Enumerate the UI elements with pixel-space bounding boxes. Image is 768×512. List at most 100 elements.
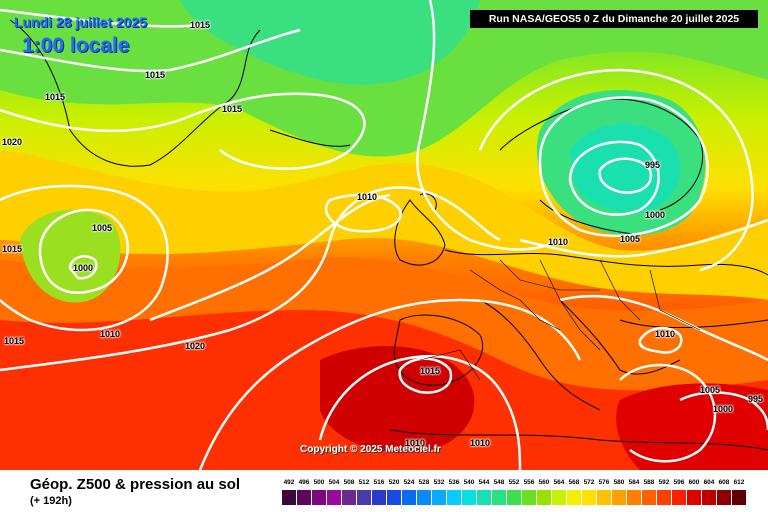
isobar-label: 1020 [2,137,23,147]
scale-label: 576 [598,479,610,486]
scale-label: 504 [328,479,340,486]
scale-swatch [612,490,626,505]
scale-label: 568 [568,479,580,486]
scale-label: 512 [358,479,370,486]
scale-swatch [567,490,581,505]
scale-swatch [357,490,371,505]
scale-label: 536 [448,479,460,486]
scale-swatch [477,490,491,505]
borders [419,259,701,381]
isobar-label: 1015 [45,92,66,102]
color-scale: 492 496 500 504 508 512 516 520 524 528 532 536 540 5… [282,479,752,507]
scale-swatch [537,490,551,505]
z500-heat-east [616,383,768,470]
scale-swatch [327,490,341,505]
isobar-label: 1005 [700,385,721,395]
scale-label: 492 [283,479,295,486]
scale-label: 580 [613,479,625,486]
isobar-label: 1010 [548,237,569,247]
isobar-label: 1015 [145,70,166,80]
isobar-label: 1020 [185,341,206,351]
scale-swatch [387,490,401,505]
scale-label: 548 [493,479,505,486]
scale-label: 544 [478,479,490,486]
scale-label: 604 [703,479,715,486]
isobar-label: 995 [748,394,764,404]
scale-label: 524 [403,479,415,486]
map-canvas [0,0,768,471]
isobar-label: 1015 [190,20,211,30]
scale-label: 556 [523,479,535,486]
isobar-label: 1010 [357,192,378,202]
scale-swatch [522,490,536,505]
weather-map: Lundi 28 juillet 2025 1:00 locale Run NA… [0,0,768,471]
coastlines [9,19,768,451]
scale-swatch [597,490,611,505]
scale-swatch [402,490,416,505]
isobar-label: 1010 [100,329,121,339]
scale-label: 528 [418,479,430,486]
scale-swatch [432,490,446,505]
scale-swatch [717,490,731,505]
map-footer: Géop. Z500 & pression au sol (+ 192h) 49… [0,470,768,512]
z500-band-yellow [0,150,768,300]
isobar-label: 1000 [73,263,94,273]
scale-swatch [447,490,461,505]
copyright-text: Copyright © 2025 Meteociel.fr [300,444,441,455]
forecast-time: 1:00 locale [22,34,130,57]
scale-label: 608 [718,479,730,486]
isobar-label: 1005 [620,234,641,244]
scale-swatch [702,490,716,505]
isobar-label: 1000 [645,210,666,220]
scale-label: 596 [673,479,685,486]
z500-heat-core [320,346,475,453]
scale-swatch [552,490,566,505]
scale-label: 564 [553,479,565,486]
scale-swatch [732,490,746,505]
chart-subtitle: (+ 192h) [30,495,72,507]
scale-label: 560 [538,479,550,486]
scale-swatch [657,490,671,505]
scale-swatch [282,490,296,505]
scale-label: 612 [733,479,745,486]
scale-label: 516 [373,479,385,486]
scale-label: 584 [628,479,640,486]
scale-swatch [492,490,506,505]
scale-label: 588 [643,479,655,486]
isobar-label: 995 [645,160,661,170]
forecast-date: Lundi 28 juillet 2025 [14,14,148,30]
isobar-label: 1010 [655,329,676,339]
scale-swatch [627,490,641,505]
isobar-label: 1005 [92,223,113,233]
scale-swatch [312,490,326,505]
scale-swatch [642,490,656,505]
scale-swatch [297,490,311,505]
scale-label: 496 [298,479,310,486]
scale-label: 520 [388,479,400,486]
scale-swatch [507,490,521,505]
chart-title: Géop. Z500 & pression au sol [30,476,241,493]
isobars [0,0,768,470]
isobar-label: 1010 [405,438,426,448]
scale-swatch [582,490,596,505]
scale-label: 540 [463,479,475,486]
z500-band-cyan [180,0,480,85]
isobar-label: 1015 [4,336,25,346]
scale-label: 600 [688,479,700,486]
scale-swatch [417,490,431,505]
scale-label: 592 [658,479,670,486]
scale-label: 572 [583,479,595,486]
scale-label: 508 [343,479,355,486]
scale-swatch [687,490,701,505]
isobar-label: 1015 [222,104,243,114]
scale-swatch [462,490,476,505]
scale-label: 500 [313,479,325,486]
isobar-label: 1000 [713,404,734,414]
isobar-label: 1015 [420,366,441,376]
scale-label: 552 [508,479,520,486]
scale-label: 532 [433,479,445,486]
run-info-box: Run NASA/GEOS5 0 Z du Dimanche 20 juille… [470,10,758,28]
scale-swatch [342,490,356,505]
scale-swatch [672,490,686,505]
scale-swatch [372,490,386,505]
